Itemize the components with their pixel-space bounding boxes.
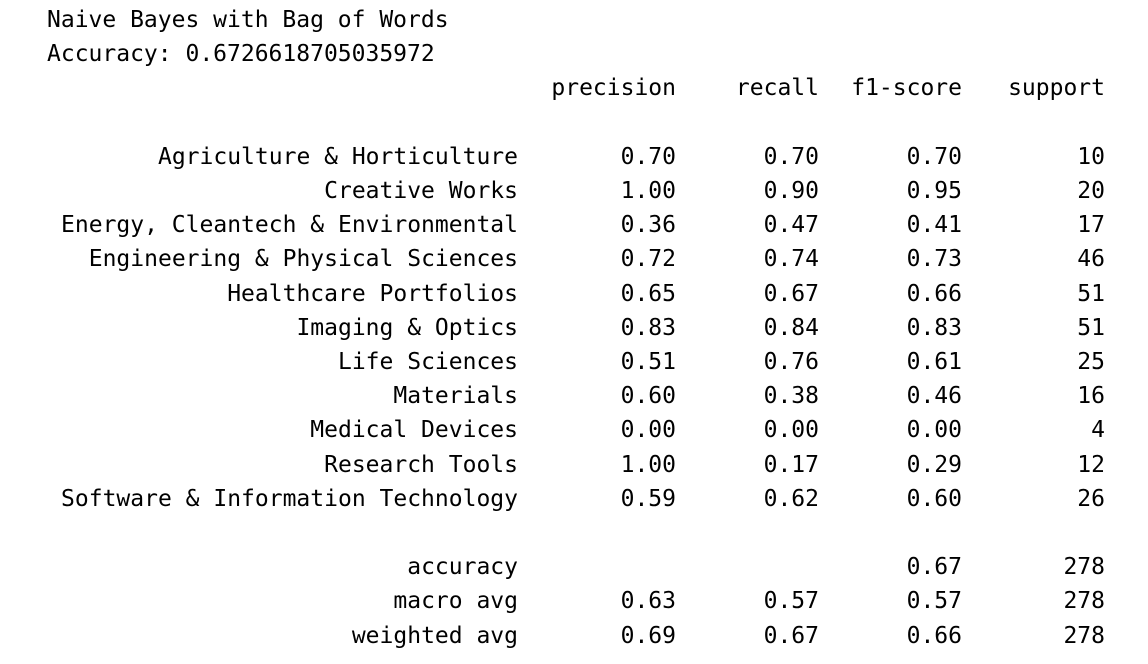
table-row: Medical Devices 0.00 0.00 0.00 4 [47,413,1105,447]
row-label: Life Sciences [337,348,518,375]
row-precision: 0.59 [620,485,676,512]
row-f1: 0.73 [906,246,962,273]
row-label: Engineering & Physical Sciences [88,246,518,273]
header-f1-score: f1-score [851,75,962,102]
header-support: support [1008,75,1105,102]
summary-label: macro avg [393,588,518,615]
row-support: 10 [1077,143,1105,170]
summary-recall: 0.57 [763,588,819,615]
header-label-blank [47,71,518,105]
row-recall: 0.74 [763,246,819,273]
row-support: 46 [1077,246,1105,273]
row-support: 20 [1077,177,1105,204]
summary-support: 278 [1063,622,1105,649]
row-recall: 0.76 [763,348,819,375]
summary-recall [676,550,819,584]
classification-report-output: Naive Bayes with Bag of Words Accuracy: … [47,3,1127,653]
row-precision: 0.00 [620,417,676,444]
row-f1: 0.83 [906,314,962,341]
summary-precision [518,550,676,584]
summary-f1: 0.57 [906,588,962,615]
row-support: 17 [1077,212,1105,239]
summary-f1: 0.67 [906,554,962,581]
table-row: Materials 0.60 0.38 0.46 16 [47,379,1105,413]
row-recall: 0.70 [763,143,819,170]
table-row: Software & Information Technology 0.59 0… [47,482,1105,516]
row-label: Healthcare Portfolios [227,280,518,307]
summary-row-weighted-avg: weighted avg 0.69 0.67 0.66 278 [47,619,1105,653]
row-f1: 0.00 [906,417,962,444]
row-recall: 0.90 [763,177,819,204]
accuracy-line: Accuracy: 0.6726618705035972 [47,41,435,68]
table-row: Agriculture & Horticulture 0.70 0.70 0.7… [47,140,1105,174]
table-row: Creative Works 1.00 0.90 0.95 20 [47,174,1105,208]
summary-row-accuracy: accuracy 0.67 278 [47,550,1105,584]
summary-f1: 0.66 [906,622,962,649]
row-f1: 0.66 [906,280,962,307]
row-f1: 0.29 [906,451,962,478]
row-precision: 0.60 [620,383,676,410]
row-recall: 0.62 [763,485,819,512]
row-label: Creative Works [324,177,518,204]
row-recall: 0.47 [763,212,819,239]
row-label: Materials [393,383,518,410]
row-label: Medical Devices [310,417,518,444]
classification-report-table: precision recall f1-score support Agricu… [47,71,1105,652]
table-row: Energy, Cleantech & Environmental 0.36 0… [47,208,1105,242]
row-f1: 0.60 [906,485,962,512]
row-f1: 0.70 [906,143,962,170]
row-precision: 1.00 [620,451,676,478]
row-precision: 0.72 [620,246,676,273]
row-support: 26 [1077,485,1105,512]
table-row: Healthcare Portfolios 0.65 0.67 0.66 51 [47,277,1105,311]
row-support: 25 [1077,348,1105,375]
blank-row [47,106,1105,140]
summary-label: weighted avg [351,622,518,649]
summary-precision: 0.69 [620,622,676,649]
table-row: Research Tools 1.00 0.17 0.29 12 [47,448,1105,482]
row-f1: 0.41 [906,212,962,239]
row-support: 51 [1077,314,1105,341]
row-label: Energy, Cleantech & Environmental [61,212,518,239]
summary-row-macro-avg: macro avg 0.63 0.57 0.57 278 [47,584,1105,618]
row-f1: 0.61 [906,348,962,375]
row-precision: 0.51 [620,348,676,375]
row-precision: 0.65 [620,280,676,307]
row-label: Research Tools [324,451,518,478]
report-title: Naive Bayes with Bag of Words [47,7,449,33]
summary-label: accuracy [407,554,518,581]
class-rows: Agriculture & Horticulture 0.70 0.70 0.7… [47,106,1105,653]
row-support: 4 [1091,417,1105,444]
header-recall: recall [735,75,819,102]
row-support: 12 [1077,451,1105,478]
summary-recall: 0.67 [763,622,819,649]
row-recall: 0.38 [763,383,819,410]
row-f1: 0.95 [906,177,962,204]
table-row: Life Sciences 0.51 0.76 0.61 25 [47,345,1105,379]
row-recall: 0.67 [763,280,819,307]
row-f1: 0.46 [906,383,962,410]
row-precision: 0.70 [620,143,676,170]
row-label: Software & Information Technology [61,485,518,512]
row-precision: 0.83 [620,314,676,341]
table-row: Imaging & Optics 0.83 0.84 0.83 51 [47,311,1105,345]
summary-support: 278 [1063,588,1105,615]
row-recall: 0.17 [763,451,819,478]
blank-row [47,516,1105,550]
row-label: Agriculture & Horticulture [157,143,518,170]
row-support: 16 [1077,383,1105,410]
header-row: precision recall f1-score support [47,71,1105,105]
row-recall: 0.84 [763,314,819,341]
row-support: 51 [1077,280,1105,307]
summary-precision: 0.63 [620,588,676,615]
row-precision: 0.36 [620,212,676,239]
table-row: Engineering & Physical Sciences 0.72 0.7… [47,242,1105,276]
row-precision: 1.00 [620,177,676,204]
header-precision: precision [551,75,676,102]
summary-support: 278 [1063,554,1105,581]
row-recall: 0.00 [763,417,819,444]
row-label: Imaging & Optics [296,314,518,341]
